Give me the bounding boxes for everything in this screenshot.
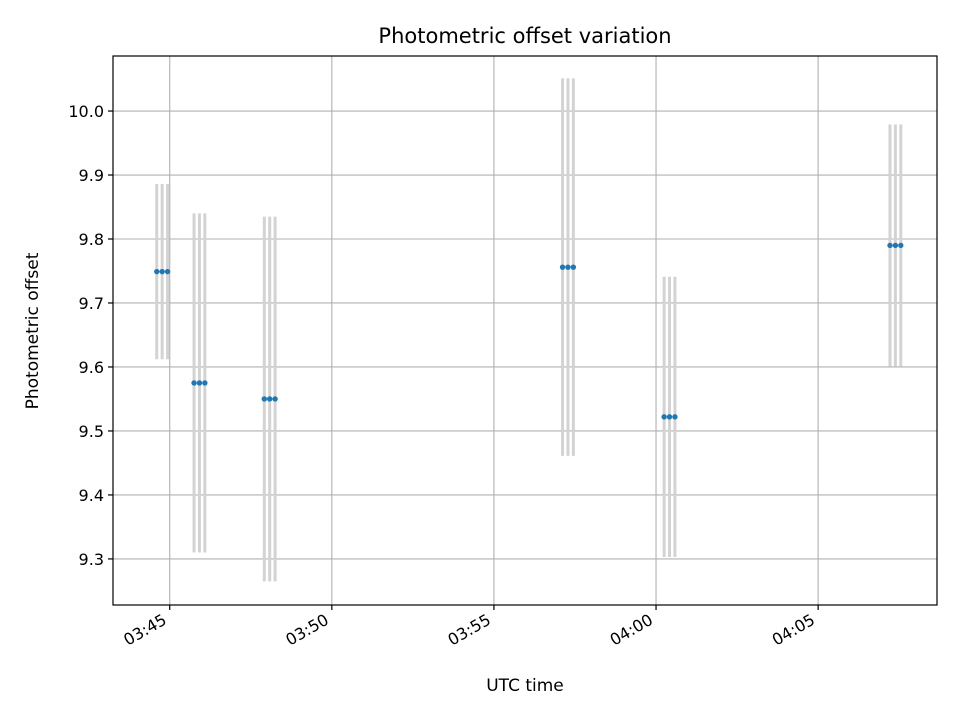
- y-tick-label: 9.4: [79, 486, 104, 505]
- data-point: [666, 414, 673, 420]
- y-tick-label: 10.0: [68, 102, 104, 121]
- data-point: [559, 264, 566, 270]
- data-point: [887, 242, 893, 249]
- data-point: [898, 242, 904, 249]
- y-tick-label: 9.9: [79, 166, 104, 185]
- plot-frame: [112, 55, 938, 606]
- data-points: [154, 242, 904, 420]
- data-point: [892, 242, 899, 249]
- data-point: [191, 380, 197, 386]
- y-axis-label: Photometric offset: [23, 252, 43, 409]
- grid: [113, 56, 937, 605]
- y-tick-label: 9.7: [79, 294, 104, 313]
- y-tick-label: 9.8: [79, 230, 104, 249]
- y-tick-label: 9.5: [79, 422, 104, 441]
- data-point: [661, 414, 667, 420]
- data-point: [272, 396, 278, 402]
- chart-title: Photometric offset variation: [378, 24, 671, 48]
- data-point: [570, 264, 577, 270]
- data-point: [164, 268, 171, 275]
- data-point: [202, 380, 208, 386]
- x-axis-label: UTC time: [486, 676, 564, 696]
- data-point: [159, 268, 165, 275]
- data-point: [196, 380, 203, 386]
- data-point: [565, 264, 571, 270]
- data-point: [261, 396, 267, 402]
- y-tick-label: 9.6: [79, 358, 104, 377]
- data-point: [154, 268, 160, 275]
- y-tick-label: 9.3: [79, 550, 104, 569]
- data-point: [266, 396, 273, 402]
- data-point: [672, 414, 678, 420]
